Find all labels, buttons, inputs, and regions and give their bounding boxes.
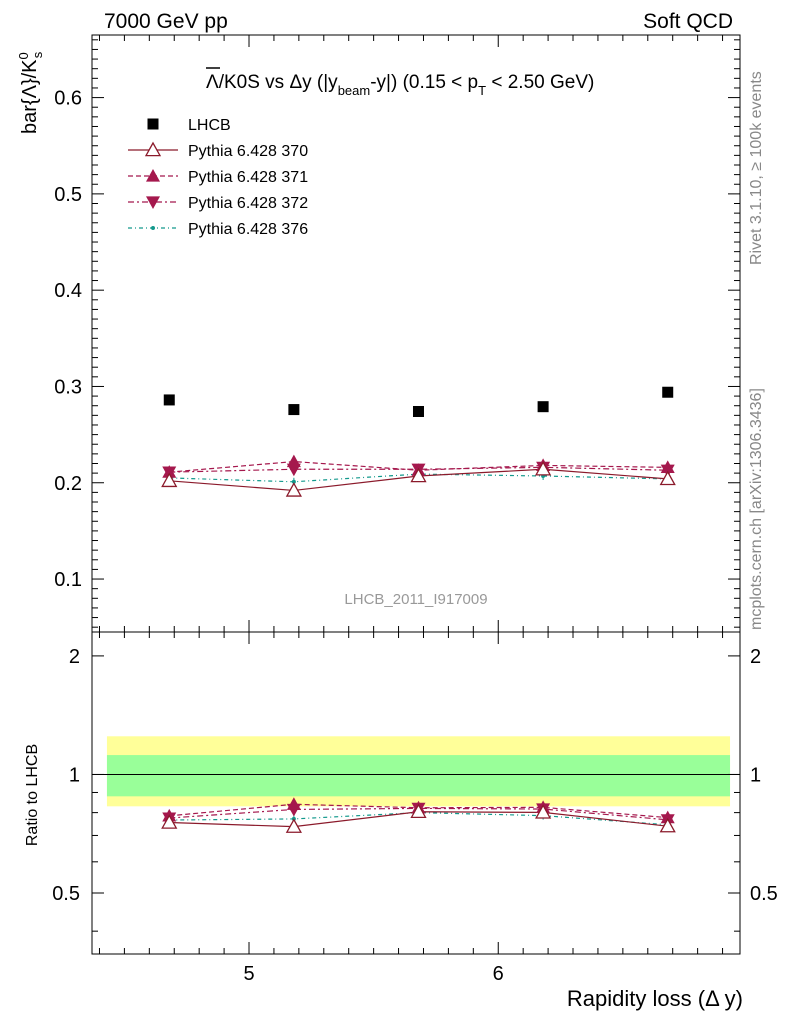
plot-title: Λ/K0S vs Δy (|ybeam-y|) (0.15 < pT < 2.5… — [206, 72, 594, 98]
main-point-370 — [285, 482, 302, 497]
y-tick-label-main: 0.3 — [54, 376, 82, 398]
ratio-point-370 — [410, 803, 427, 819]
main-point-lhcb — [412, 405, 424, 417]
y-tick-label-main: 0.1 — [54, 569, 82, 591]
title-part3: < 2.50 GeV) — [486, 72, 594, 93]
y-tick-label-main: 0.5 — [54, 184, 82, 206]
legend-label: LHCB — [188, 117, 231, 134]
x-axis-label: Rapidity loss (Δ y) — [567, 986, 743, 1011]
main-point-376 — [291, 479, 296, 484]
legend-label: Pythia 6.428 371 — [188, 169, 308, 186]
legend-marker — [144, 141, 162, 157]
main-y-label-sub: s — [30, 51, 45, 58]
ratio-series-group — [161, 797, 676, 833]
legend-entry: Pythia 6.428 376 — [128, 221, 308, 238]
title-lambda: Λ — [206, 72, 219, 93]
y-tick-label-ratio-left: 1 — [69, 764, 80, 786]
main-point-lhcb — [662, 386, 674, 398]
legend-entry: Pythia 6.428 370 — [128, 141, 308, 160]
y-tick-label-ratio-right: 2 — [750, 646, 761, 668]
ratio-point-371 — [286, 797, 301, 810]
legend: LHCB Pythia 6.428 370 Pythia 6.428 371 Pyth… — [128, 117, 308, 238]
legend-entry: LHCB — [147, 117, 231, 134]
main-point-370 — [659, 470, 676, 486]
title-part2: -y|) (0.15 < p — [370, 72, 478, 93]
main-y-label-sup: 0 — [16, 52, 31, 59]
ratio-line-372 — [169, 807, 668, 821]
ratio-point-370 — [285, 818, 302, 833]
main-line-372 — [169, 466, 668, 473]
main-point-lhcb — [537, 401, 549, 413]
header-process-label: Soft QCD — [643, 10, 733, 33]
main-point-lhcb — [288, 404, 300, 416]
ratio-point-370 — [161, 814, 178, 829]
ratio-point-370 — [659, 817, 676, 833]
analysis-id-watermark: LHCB_2011_I917009 — [344, 591, 487, 608]
main-point-371 — [286, 454, 301, 468]
main-point-371 — [660, 460, 675, 473]
header-energy-label: 7000 GeV pp — [104, 10, 228, 33]
title-sub-beam: beam — [338, 83, 371, 98]
ratio-plot-frame — [91, 631, 741, 955]
main-y-axis-label: bar{Λ}/K0s — [16, 51, 45, 134]
y-tick-label-main: 0.4 — [54, 280, 82, 302]
y-tick-label-main: 0.6 — [54, 88, 82, 110]
x-tick-label: 5 — [243, 963, 254, 985]
ratio-green-band — [106, 755, 731, 797]
legend-label: Pythia 6.428 376 — [188, 221, 308, 238]
title-sub-t: T — [478, 83, 486, 98]
legend-marker — [151, 226, 155, 230]
mcplots-label: mcplots.cern.ch [arXiv:1306.3436] — [748, 388, 765, 630]
x-tick-label: 6 — [493, 963, 504, 985]
y-tick-label-ratio-right: 0.5 — [750, 883, 778, 905]
main-point-371 — [162, 465, 177, 478]
y-tick-label-main: 0.2 — [54, 473, 82, 495]
main-y-label-text: bar{Λ}/K — [19, 59, 41, 134]
ratio-uncertainty-bands — [92, 736, 740, 807]
main-point-370 — [410, 467, 427, 483]
axis-ticks: 5 6 0.1 0.2 0.3 0.4 0.5 0.6 0.5 0.5 1 1 2 2 — [52, 35, 778, 985]
main-point-370 — [535, 460, 552, 476]
legend-label: Pythia 6.428 372 — [188, 195, 308, 212]
y-tick-label-ratio-right: 1 — [750, 764, 761, 786]
rivet-version-label: Rivet 3.1.10, ≥ 100k events — [748, 71, 765, 265]
legend-entry: Pythia 6.428 372 — [128, 195, 308, 212]
legend-marker — [146, 196, 160, 209]
legend-entry: Pythia 6.428 371 — [128, 169, 308, 186]
legend-marker — [147, 118, 159, 130]
legend-marker — [146, 169, 160, 182]
ratio-point-371 — [660, 810, 675, 824]
main-point-lhcb — [163, 394, 175, 406]
y-tick-label-ratio-left: 2 — [69, 646, 80, 668]
legend-label: Pythia 6.428 370 — [188, 143, 308, 160]
ratio-y-axis-label: Ratio to LHCB — [24, 744, 41, 846]
ratio-point-370 — [535, 804, 552, 819]
title-part1: /K0S vs Δy (|y — [219, 72, 338, 93]
main-point-370 — [161, 472, 178, 488]
y-tick-label-ratio-left: 0.5 — [52, 883, 80, 905]
main-series-group — [161, 386, 676, 497]
